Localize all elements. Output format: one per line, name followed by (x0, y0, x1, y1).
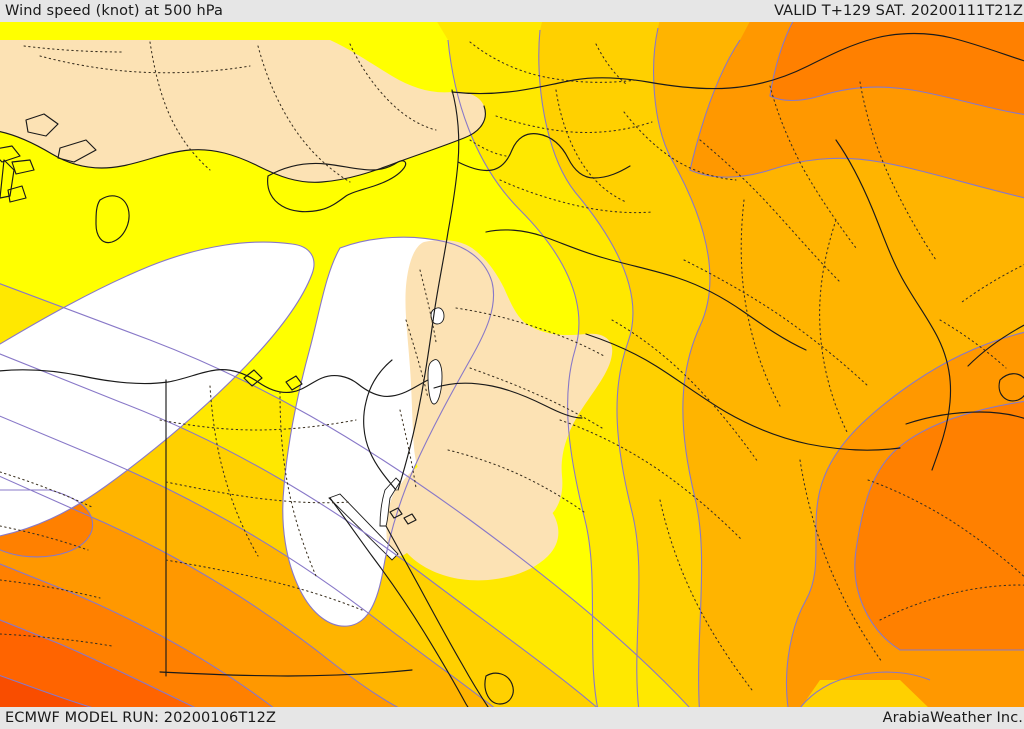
coast-levant (397, 89, 460, 491)
attribution-label: ArabiaWeather Inc. (882, 709, 1023, 726)
isoline-north-1 (689, 39, 1024, 199)
coast-gulf-shore (967, 324, 1024, 367)
province-lebanon-1 (469, 139, 507, 157)
province-sw-2 (0, 525, 89, 551)
footer-bar: ECMWF MODEL RUN: 20200106T12Z ArabiaWeat… (0, 707, 1024, 729)
province-iraq-4 (683, 259, 869, 387)
isoline-sw-4 (0, 475, 402, 709)
province-saudi-3 (799, 459, 883, 663)
province-egypt-5 (165, 559, 363, 611)
isoline-calm-med (282, 236, 495, 627)
province-iraq-6 (819, 219, 849, 435)
province-sw-1 (0, 471, 95, 509)
province-egypt-1 (159, 419, 357, 431)
isoline-sw-5 (0, 563, 277, 709)
coast-karpathos (0, 159, 15, 199)
band-red-orange-sw-tip (0, 675, 97, 709)
province-turkey-5 (469, 41, 637, 83)
province-saudi-4 (867, 479, 1024, 578)
coast-crete (0, 145, 21, 163)
coast-turkey-south (0, 105, 486, 183)
border-syria-lebanon-israel (457, 133, 631, 179)
province-turkey-2 (149, 41, 211, 171)
band-orange-strong-sw (0, 620, 199, 709)
isoline-east-1 (447, 39, 599, 709)
country-border-group (159, 32, 1024, 677)
border-turkey-syria (451, 32, 1024, 95)
coast-nile-delta-detail (243, 369, 303, 391)
isoline-sw-2 (0, 353, 600, 709)
page-title: Wind speed (knot) at 500 hPa (5, 2, 223, 19)
province-iraq-2 (769, 85, 857, 249)
isoline-sw-lobe (0, 489, 94, 558)
province-syria-2 (555, 89, 627, 203)
wind-speed-contour-map[interactable] (0, 20, 1024, 709)
border-saudi-gulf-states (905, 411, 1024, 425)
border-jordan-syria-iraq (485, 229, 807, 351)
province-border-group (0, 41, 1024, 691)
province-far-north-1 (23, 45, 125, 53)
land-tint-group (0, 40, 613, 581)
dead-sea-water (427, 359, 443, 405)
province-egypt-4 (165, 481, 351, 504)
province-turkey-4 (349, 43, 437, 131)
coast-red-sea-islands (484, 672, 514, 705)
isoline-sw-6 (0, 619, 200, 709)
isoline-se-outer (786, 331, 1024, 709)
province-turkey-1 (39, 55, 251, 74)
province-saudi-6 (659, 499, 753, 691)
header-bar: Wind speed (knot) at 500 hPa VALID T+129… (0, 0, 1024, 22)
coastline-group (0, 89, 1024, 709)
province-israel-1 (419, 269, 437, 343)
coast-egypt-north (0, 369, 429, 397)
coast-tiran-islands (389, 507, 417, 525)
isoline-sw-1 (0, 283, 692, 709)
province-syria-3 (623, 111, 737, 181)
coast-red-sea-west (329, 497, 471, 709)
border-egypt-israel-sinai (363, 359, 397, 491)
border-iraq-iran (835, 139, 952, 471)
coast-cyprus (267, 160, 407, 213)
isotach-contour-lines (0, 20, 1024, 709)
border-egypt-sudan (159, 669, 413, 677)
coast-red-sea-east (385, 525, 491, 709)
isoline-east-2 (538, 29, 640, 709)
land-jordan-saudi (392, 456, 559, 581)
province-syria-1 (495, 115, 653, 134)
isoline-north-2 (769, 20, 1024, 116)
province-sw-4 (0, 633, 113, 647)
land-turkey (0, 40, 486, 183)
band-orange-deep-north (770, 20, 1024, 115)
province-iraq-5 (740, 199, 781, 407)
province-turkey-6 (595, 43, 627, 85)
province-sw-3 (0, 579, 101, 599)
isoline-east-3 (653, 27, 711, 709)
band-white-calm-aegean (0, 242, 314, 536)
isoline-sw-3 (0, 415, 497, 709)
model-run-label: ECMWF MODEL RUN: 20200106T12Z (5, 709, 276, 726)
border-jordan-saudi (433, 382, 583, 419)
isoline-calm-aegean (0, 241, 315, 537)
band-amber-se-notch (800, 680, 930, 709)
valid-time-label: VALID T+129 SAT. 20200111T21Z (774, 2, 1023, 19)
isoline-se-core (854, 400, 1024, 651)
border-iraq-saudi (585, 333, 901, 451)
coast-aegean-islands (7, 113, 97, 203)
coast-rhodes (95, 195, 130, 244)
isoline-yellow-notch-ne (798, 671, 931, 709)
province-turkey-3 (257, 45, 351, 183)
coast-persian-gulf (998, 373, 1024, 402)
map-viewport[interactable] (0, 20, 1024, 709)
province-israel-3 (399, 409, 417, 489)
province-egypt-3 (279, 391, 317, 577)
province-jordan-1 (455, 307, 605, 357)
province-se-1 (939, 319, 1007, 369)
province-iraq-3 (859, 81, 937, 261)
province-israel-2 (405, 319, 429, 399)
province-jordan-2 (469, 367, 603, 429)
province-iraq-1 (699, 139, 841, 283)
province-syria-4 (499, 179, 653, 214)
